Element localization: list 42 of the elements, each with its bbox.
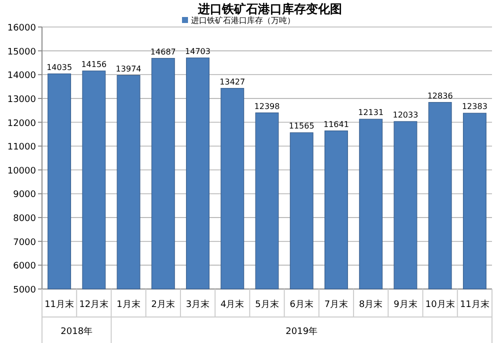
x-tick-label: 8月末 xyxy=(358,299,383,310)
y-tick-label: 15000 xyxy=(7,47,36,58)
y-tick-label: 7000 xyxy=(13,238,36,248)
y-tick-label: 12000 xyxy=(7,118,36,129)
y-tick-label: 16000 xyxy=(7,24,36,34)
text: 2019年 xyxy=(286,326,318,337)
x-tick-label: 12月末 xyxy=(79,299,109,310)
x-tick-label: 11月末 xyxy=(460,299,490,310)
data-label: 11641 xyxy=(324,120,349,129)
x-tick-label: 10月末 xyxy=(425,299,455,310)
y-tick-label: 8000 xyxy=(13,214,36,224)
x-tick-label: 3月末 xyxy=(186,299,210,310)
chart-title: 进口铁矿石港口库存变化图 xyxy=(197,2,342,16)
data-label: 12398 xyxy=(254,102,280,111)
y-tick-label: 6000 xyxy=(13,262,36,272)
text: 进口铁矿石港口库存（万吨） xyxy=(191,16,295,25)
y-tick-label: 5000 xyxy=(13,286,36,296)
data-label: 12836 xyxy=(427,91,453,100)
data-label: 14035 xyxy=(46,62,72,72)
data-label: 12131 xyxy=(358,108,384,118)
x-tick-label: 6月末 xyxy=(290,299,314,310)
x-tick-label: 4月末 xyxy=(220,299,244,310)
text: 2018年 xyxy=(60,326,93,337)
x-tick-label: 1月末 xyxy=(116,299,140,310)
y-tick-label: 11000 xyxy=(7,142,36,153)
y-tick-label: 14000 xyxy=(7,71,36,82)
x-tick-label: 2月末 xyxy=(151,299,176,310)
data-label: 13974 xyxy=(116,64,142,74)
data-label: 14703 xyxy=(185,46,210,56)
y-tick-label: 13000 xyxy=(7,94,36,105)
x-tick-label: 11月末 xyxy=(44,299,74,310)
x-tick-label: 9月末 xyxy=(394,299,418,310)
y-tick-label: 9000 xyxy=(13,190,36,200)
x-tick-label: 7月末 xyxy=(324,299,348,310)
data-label: 12033 xyxy=(392,110,418,120)
y-tick-label: 10000 xyxy=(7,166,36,176)
data-label: 12383 xyxy=(462,102,488,112)
data-label: 14687 xyxy=(150,47,176,56)
data-label: 11565 xyxy=(288,122,314,131)
data-label: 13427 xyxy=(220,77,246,86)
x-tick-label: 5月末 xyxy=(255,299,279,310)
data-label: 14156 xyxy=(81,60,107,69)
